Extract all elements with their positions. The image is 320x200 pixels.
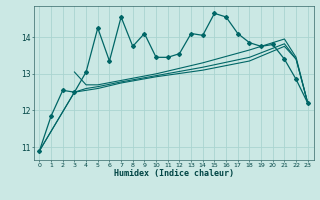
X-axis label: Humidex (Indice chaleur): Humidex (Indice chaleur) xyxy=(114,169,234,178)
